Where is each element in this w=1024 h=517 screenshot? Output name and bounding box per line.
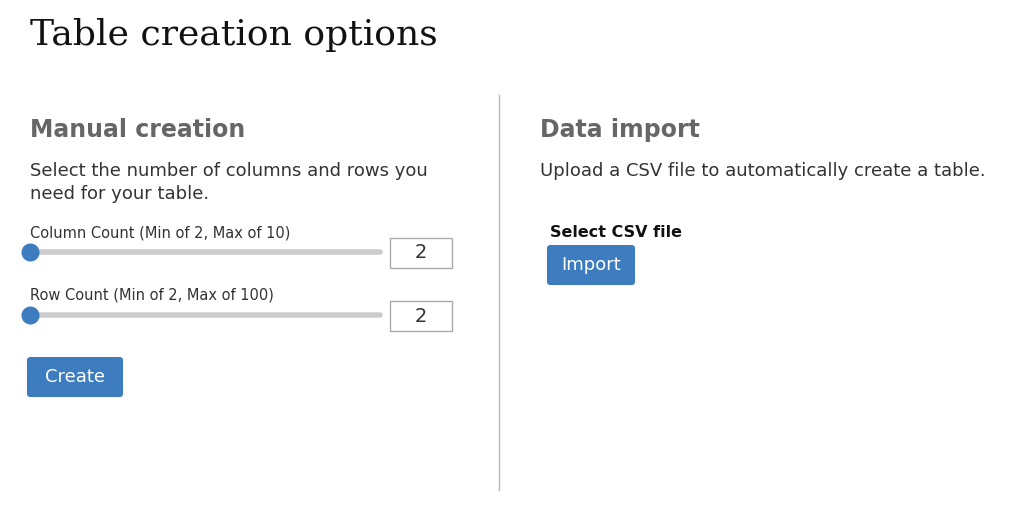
Text: Import: Import [561,256,621,274]
Text: Data import: Data import [540,118,699,142]
Text: Select CSV file: Select CSV file [550,225,682,240]
FancyBboxPatch shape [547,245,635,285]
Text: 2: 2 [415,244,427,263]
Text: Manual creation: Manual creation [30,118,246,142]
FancyBboxPatch shape [27,357,123,397]
Text: Upload a CSV file to automatically create a table.: Upload a CSV file to automatically creat… [540,162,986,180]
Text: Select the number of columns and rows you: Select the number of columns and rows yo… [30,162,428,180]
Text: Create: Create [45,368,105,386]
Text: 2: 2 [415,307,427,326]
Text: Row Count (Min of 2, Max of 100): Row Count (Min of 2, Max of 100) [30,288,273,303]
Text: Column Count (Min of 2, Max of 10): Column Count (Min of 2, Max of 10) [30,225,291,240]
Text: Table creation options: Table creation options [30,18,437,52]
FancyBboxPatch shape [390,238,452,268]
FancyBboxPatch shape [390,301,452,331]
Text: need for your table.: need for your table. [30,185,209,203]
